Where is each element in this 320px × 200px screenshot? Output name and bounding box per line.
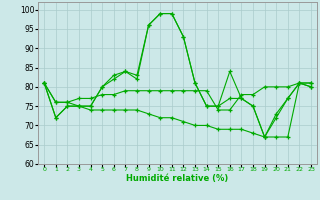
X-axis label: Humidité relative (%): Humidité relative (%) xyxy=(126,174,229,183)
